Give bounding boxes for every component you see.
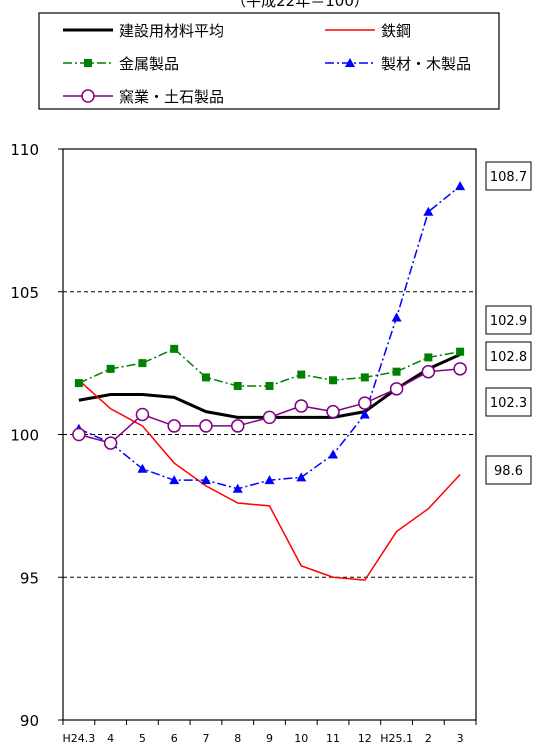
legend-label-3: 製材・木製品: [381, 55, 471, 73]
end-label-box-0: [485, 161, 532, 191]
x-axis: H24.3 4 5 6 7 8 9 10 11 12 H25.1 2 3: [62, 720, 477, 745]
series-2-point-12: [456, 347, 465, 356]
series-group: [72, 181, 467, 581]
x-tick-label-12: 12: [358, 732, 372, 745]
series-4-point-4: [199, 419, 213, 433]
series-2-point-4: [201, 373, 210, 382]
series-3-point-2: [137, 463, 148, 473]
series-3-point-12: [455, 181, 466, 191]
x-tick-label-7: 7: [202, 732, 209, 745]
series-line-1: [78, 379, 461, 581]
series-3-point-11: [423, 206, 434, 216]
series-3-point-10: [391, 312, 402, 322]
legend-label-4: 窯業・土石製品: [119, 88, 224, 106]
series-3-point-6: [264, 475, 275, 485]
series-4-point-8: [326, 404, 340, 419]
legend-item-4: 窯業・土石製品: [63, 88, 224, 106]
series-2-point-2: [138, 359, 147, 368]
end-label-4: 98.6: [485, 455, 532, 485]
series-3-point-4: [200, 475, 211, 485]
series-3-point-3: [169, 475, 180, 485]
end-label-1: 102.9: [485, 305, 532, 335]
series-2-point-6: [265, 381, 274, 390]
x-tick-label-10: 10: [294, 732, 308, 745]
legend-item-2: 金属製品: [63, 55, 179, 73]
end-label-text-4: 98.6: [494, 464, 523, 479]
series-4-point-1: [103, 436, 118, 450]
end-label-0: 108.7: [485, 161, 532, 191]
legend-label-2: 金属製品: [119, 55, 179, 73]
series-3-point-5: [232, 483, 243, 493]
series-2-point-11: [424, 353, 433, 362]
x-tick-label-h25-1: H25.1: [380, 732, 413, 745]
end-label-text-2: 102.8: [490, 350, 527, 365]
series-2-point-0: [74, 379, 83, 388]
series-2: [74, 344, 465, 390]
y-tick-label-90: 90: [20, 712, 39, 730]
series-2-point-8: [329, 376, 338, 385]
y-tick-label-100: 100: [10, 427, 39, 445]
series-2-point-9: [360, 373, 369, 382]
x-tick-label-3: 3: [457, 732, 464, 745]
series-4-point-9: [358, 396, 372, 410]
x-tick-label-11: 11: [326, 732, 340, 745]
x-tick-label-6: 6: [171, 732, 178, 745]
legend-item-0: 建設用材料平均: [63, 22, 224, 40]
y-tick-label-95: 95: [20, 569, 39, 587]
legend-label-1: 鉄鋼: [381, 22, 411, 40]
series-4-point-12: [453, 362, 467, 376]
series-2-point-10: [392, 367, 401, 376]
x-tick-label-4: 4: [107, 732, 114, 745]
y-axis: 90 95 100 105 110: [10, 141, 63, 730]
end-label-box-4: [485, 455, 532, 485]
chart-subtitle: （平成22年＝100）: [231, 0, 369, 10]
series-2-point-3: [170, 344, 179, 353]
gridlines: [63, 148, 476, 578]
legend-marker-3: [345, 58, 355, 67]
legend-label-0: 建設用材料平均: [119, 22, 224, 40]
x-tick-label-h24-3: H24.3: [63, 732, 96, 745]
series-4-point-3: [167, 419, 181, 433]
end-labels: 108.7 102.9 102.8 102.3 98.6: [485, 161, 532, 485]
series-4-point-5: [230, 419, 245, 433]
series-2-point-7: [297, 370, 306, 379]
legend-box: [38, 12, 500, 110]
series-4-point-11: [421, 364, 436, 379]
x-tick-label-5: 5: [139, 732, 146, 745]
end-label-box-1: [485, 305, 532, 335]
x-tick-label-2: 2: [425, 732, 432, 745]
series-3-point-8: [328, 449, 339, 459]
y-tick-label-110: 110: [10, 141, 39, 159]
legend-marker-4: [81, 89, 95, 103]
y-tick-label-105: 105: [10, 284, 39, 302]
end-label-text-0: 108.7: [490, 170, 527, 185]
series-2-point-1: [106, 364, 115, 373]
series-4: [72, 362, 467, 450]
series-3-point-9: [359, 409, 370, 419]
series-3-point-7: [296, 472, 307, 482]
series-4-point-10: [389, 382, 404, 396]
legend-item-3: 製材・木製品: [325, 55, 471, 73]
end-label-3: 102.3: [485, 387, 532, 417]
end-label-2: 102.8: [485, 341, 532, 371]
x-tick-label-9: 9: [266, 732, 273, 745]
series-4-point-6: [262, 410, 277, 425]
end-label-text-1: 102.9: [490, 314, 527, 329]
end-label-box-2: [485, 341, 532, 371]
series-1: [78, 379, 461, 581]
end-label-text-3: 102.3: [490, 396, 527, 411]
legend-item-1: 鉄鋼: [325, 22, 411, 40]
series-4-point-2: [135, 407, 150, 422]
x-tick-label-8: 8: [234, 732, 241, 745]
end-label-box-3: [485, 387, 532, 417]
legend-marker-2: [84, 59, 92, 67]
series-4-point-0: [72, 427, 86, 442]
series-4-point-7: [294, 399, 309, 413]
series-2-point-5: [233, 381, 242, 390]
